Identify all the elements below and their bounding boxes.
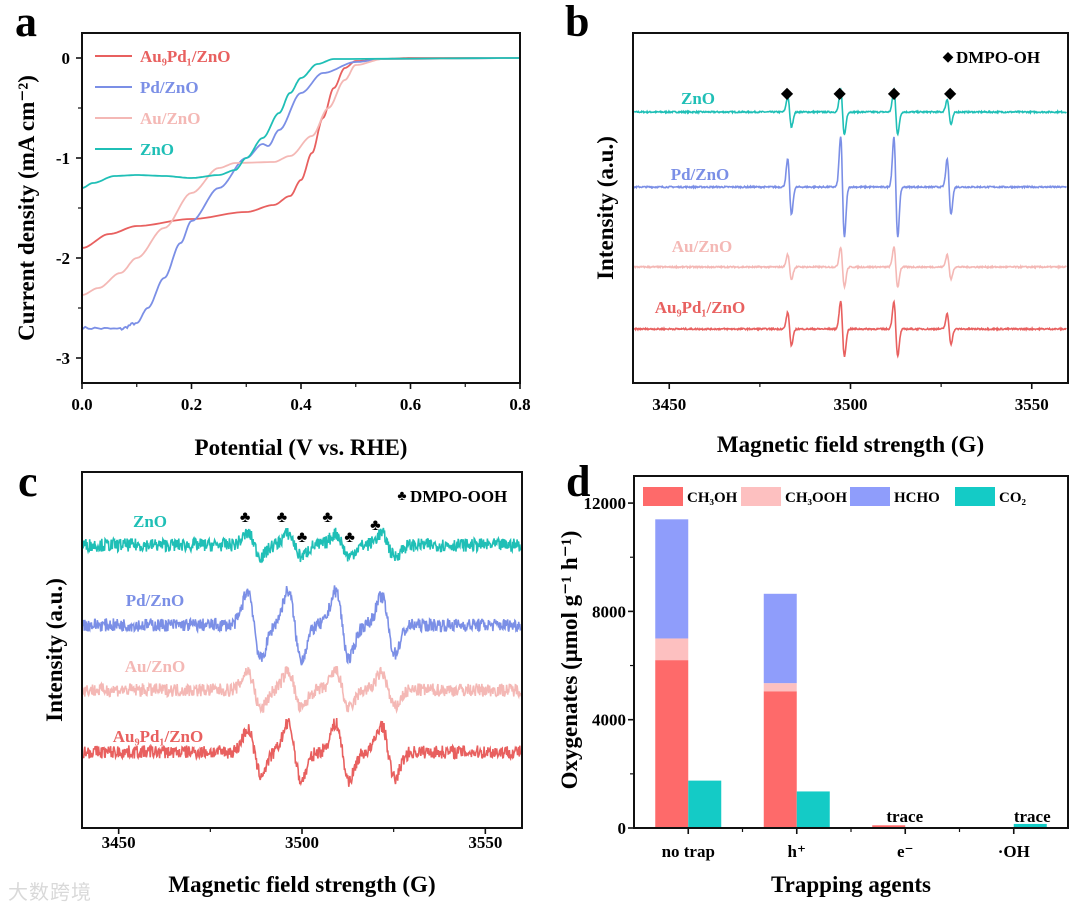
peak-marker: ◆	[833, 85, 846, 102]
x-tick-label: 0.0	[71, 395, 92, 414]
x-axis-label: Trapping agents	[771, 872, 931, 897]
esr-spectrum-line-1	[82, 585, 522, 666]
peak-marker: ♣	[370, 517, 381, 534]
y-tick-label: -1	[56, 149, 70, 168]
legend-label: Au₉Pd₁/ZnO	[140, 47, 231, 66]
legend-label: CO₂	[999, 490, 1027, 506]
panel-c: ZnO Pd/ZnO Au/ZnO Au₉Pd₁/ZnO ♣ ♣ ♣ ♣ ♣ ♣ ♣ DMPO-OOH	[82, 487, 522, 787]
y-tick-label: 0	[618, 819, 627, 838]
trace-annotation: trace	[1014, 807, 1051, 826]
y-axis-label: Current density (mA cm⁻²)	[14, 75, 39, 341]
series-label: Pd/ZnO	[126, 591, 185, 610]
peak-marker: ♣	[344, 529, 355, 546]
legend-label: Pd/ZnO	[140, 78, 199, 97]
x-axis-label: Magnetic field strength (G)	[168, 872, 435, 897]
annotation-label: DMPO-OH	[956, 48, 1040, 67]
y-tick-label: 4000	[592, 711, 626, 730]
legend-swatch	[643, 487, 683, 506]
y-tick-label: 12000	[584, 494, 627, 513]
trace-annotation: trace	[886, 807, 923, 826]
panel-d-plot-frame	[633, 475, 1069, 829]
legend-swatch	[955, 487, 995, 506]
legend-label: HCHO	[894, 490, 940, 506]
legend-marker: ♣	[397, 489, 406, 504]
esr-spectrum-line-2	[82, 665, 522, 714]
legend-label: ZnO	[140, 140, 174, 159]
panel-letter-d: d	[566, 457, 590, 506]
peak-marker: ◆	[888, 85, 901, 102]
esr-spectrum-line-0	[633, 87, 1067, 137]
panel-letter-b: b	[565, 0, 589, 46]
x-tick-label: 3450	[102, 833, 136, 852]
x-tick-label: 3550	[468, 833, 502, 852]
peak-marker: ♣	[297, 529, 308, 546]
x-tick-label: ·OH	[998, 842, 1030, 861]
x-tick-label: h⁺	[788, 842, 806, 861]
y-axis-label: Intensity (a.u.)	[593, 136, 618, 280]
series-line-1	[81, 57, 520, 331]
legend-swatch	[850, 487, 890, 506]
legend-marker: ◆	[943, 50, 954, 65]
bar-2-1	[763, 593, 797, 684]
peak-marker: ◆	[944, 85, 957, 102]
x-tick-label: 3500	[285, 833, 319, 852]
series-label: ZnO	[681, 89, 715, 108]
x-axis-label: Magnetic field strength (G)	[717, 432, 984, 457]
esr-spectrum-line-0	[82, 527, 522, 564]
y-axis-label: Intensity (a.u.)	[42, 578, 67, 722]
x-tick-label: 0.8	[509, 395, 530, 414]
bar-1-0	[655, 638, 689, 661]
legend-label: CH₃OH	[687, 490, 738, 506]
x-tick-label: e⁻	[897, 842, 914, 861]
x-tick-label: no trap	[662, 842, 715, 861]
x-tick-label: 0.4	[290, 395, 312, 414]
bar-co2-1	[796, 791, 830, 828]
y-tick-label: 8000	[592, 602, 626, 621]
panel-d: no trap h⁺ e⁻ ·OH trace trace CH₃OH CH₃OOH HCHO C…	[643, 487, 1051, 861]
peak-marker: ♣	[277, 509, 288, 526]
bar-co2-0	[688, 780, 722, 828]
series-label: Au/ZnO	[672, 237, 732, 256]
x-tick-label: 3450	[652, 395, 686, 414]
panel-a: Au₉Pd₁/ZnO Pd/ZnO Au/ZnO ZnO	[81, 47, 520, 331]
y-tick-label: -2	[56, 249, 70, 268]
peak-marker: ◆	[781, 85, 794, 102]
watermark: 大数跨境	[8, 880, 92, 904]
x-tick-label: 3550	[1015, 395, 1049, 414]
legend-label: Au/ZnO	[140, 109, 200, 128]
x-axis-label: Potential (V vs. RHE)	[195, 435, 408, 460]
esr-spectrum-line-3	[82, 717, 522, 787]
series-line-2	[81, 57, 520, 296]
series-label: Pd/ZnO	[671, 165, 730, 184]
legend-swatch	[741, 487, 781, 506]
peak-marker: ♣	[322, 509, 333, 526]
esr-spectrum-line-1	[633, 136, 1068, 238]
bar-0-0	[655, 660, 689, 828]
bar-2-0	[655, 519, 689, 639]
series-line-3	[81, 57, 520, 189]
esr-spectrum-line-2	[633, 246, 1067, 291]
annotation-label: DMPO-OOH	[410, 487, 507, 506]
panel-letter-c: c	[18, 457, 38, 506]
panel-letter-a: a	[15, 0, 37, 46]
bar-0-1	[763, 691, 797, 828]
x-tick-label: 0.2	[181, 395, 202, 414]
x-tick-label: 0.6	[400, 395, 421, 414]
series-label: Au/ZnO	[125, 657, 185, 676]
series-label: Au₉Pd₁/ZnO	[113, 727, 204, 746]
esr-spectrum-line-3	[633, 299, 1067, 359]
y-axis-label: Oxygenates (μmol g⁻¹ h⁻¹)	[557, 531, 582, 790]
bar-co2-3	[1013, 823, 1047, 828]
bar-1-1	[763, 683, 797, 692]
legend-label: CH₃OOH	[785, 490, 847, 506]
series-label: ZnO	[133, 512, 167, 531]
y-tick-label: 0	[62, 49, 71, 68]
peak-marker: ♣	[240, 509, 251, 526]
series-label: Au₉Pd₁/ZnO	[655, 298, 746, 317]
x-tick-label: 3500	[834, 395, 868, 414]
bar-0-2	[872, 825, 906, 828]
y-tick-label: -3	[56, 349, 70, 368]
